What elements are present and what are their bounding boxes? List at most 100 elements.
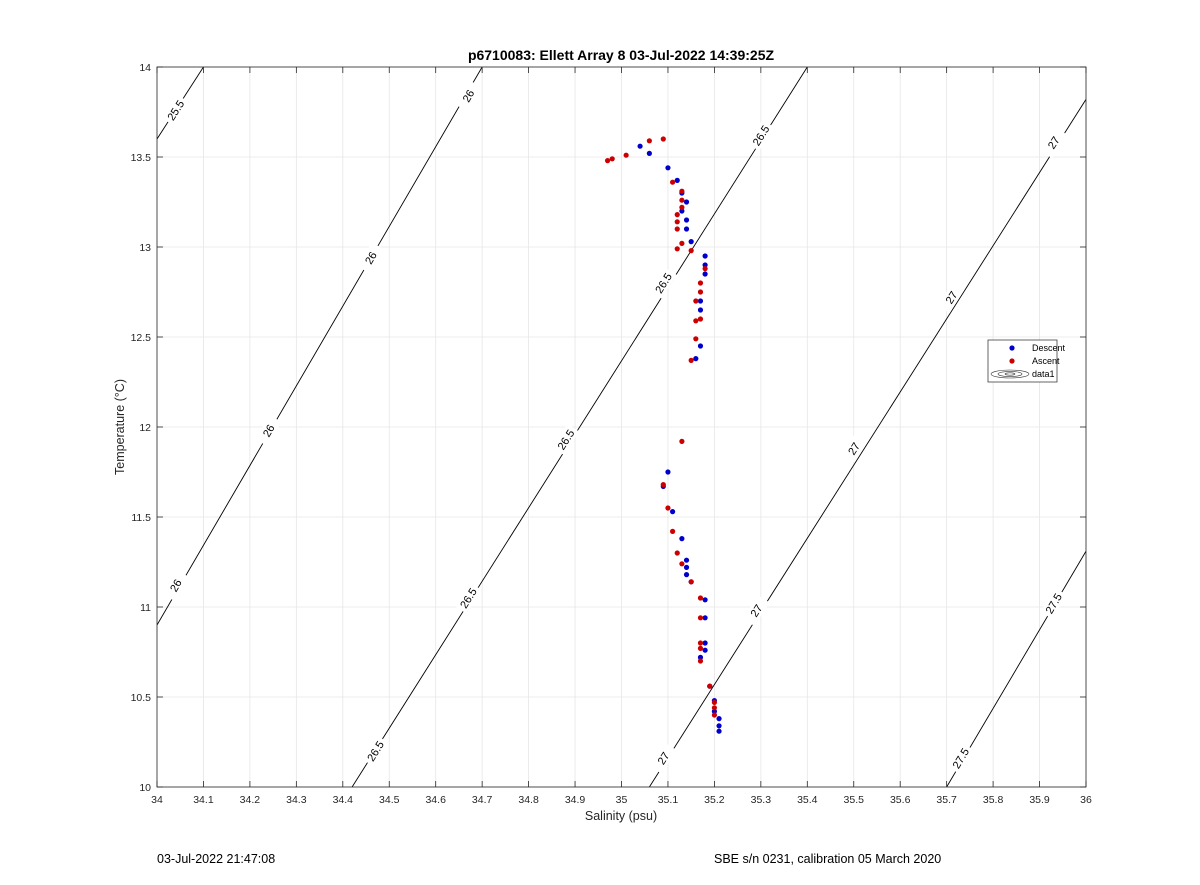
- x-tick-label: 34.3: [286, 794, 307, 806]
- axis-ticks: 34 34.1 34.2 34.3 34.4 34.5 34.6 34.7 34.8 34.9 35…: [131, 62, 1092, 806]
- legend-label-descent: Descent: [1032, 343, 1066, 353]
- contour-label: 26: [261, 423, 278, 440]
- descent-point: [693, 356, 699, 362]
- contour-label-bg: [552, 424, 580, 456]
- density-contour-labels: 25.52626262626.526.526.526.526.527272727…: [162, 80, 1067, 774]
- x-axis-label: Salinity (psu): [585, 809, 657, 823]
- descent-point: [702, 640, 708, 646]
- contour-label-bg: [454, 582, 482, 614]
- ascent-point: [679, 438, 685, 444]
- descent-point: [679, 208, 685, 214]
- descent-point: [669, 509, 676, 515]
- ascent-point: [623, 152, 629, 158]
- footer-timestamp: 03-Jul-2022 21:47:08: [157, 852, 276, 866]
- ascent-point: [697, 615, 704, 621]
- contour-label-bg: [255, 414, 282, 447]
- y-axis-label: Temperature (°C): [113, 379, 127, 475]
- x-tick-label: 35.2: [704, 794, 725, 806]
- legend-label-data1: data1: [1032, 369, 1055, 379]
- descent-point: [646, 150, 652, 156]
- ascent-point: [711, 699, 718, 706]
- contour-label: 27: [656, 750, 673, 767]
- descent-point: [697, 343, 704, 349]
- grid: [156, 66, 1087, 788]
- x-tick-label: 36: [1080, 794, 1092, 806]
- ascent-point: [660, 482, 666, 488]
- x-tick-label: 35: [616, 794, 628, 806]
- ascent-point: [609, 156, 615, 162]
- descent-point: [637, 143, 643, 149]
- ascent-point: [711, 705, 718, 711]
- ascent-point: [660, 136, 666, 142]
- ascent-point: [697, 289, 704, 295]
- y-tick-label: 10: [139, 782, 151, 794]
- descent-point: [702, 597, 708, 603]
- contour-label-bg: [649, 267, 677, 299]
- contour-label: 27: [944, 290, 961, 307]
- ascent-point: [693, 298, 699, 304]
- ascent-point: [693, 336, 699, 342]
- contour-label: 26: [363, 250, 380, 267]
- x-tick-label: 34.6: [425, 794, 446, 806]
- contour-label: 27: [846, 441, 863, 458]
- ascent-point: [679, 188, 685, 194]
- x-tick-label: 35.1: [658, 794, 679, 806]
- x-tick-label: 35.9: [1029, 794, 1050, 806]
- x-tick-label: 34.1: [193, 794, 214, 806]
- legend-label-ascent: Ascent: [1032, 356, 1060, 366]
- descent-point: [702, 647, 708, 653]
- contour-label-bg: [947, 742, 974, 774]
- contour-label: 27: [749, 603, 766, 620]
- descent-point: [683, 199, 690, 205]
- x-tick-label: 34.2: [240, 794, 261, 806]
- contour-label-bg: [742, 595, 770, 627]
- descent-point: [702, 615, 708, 621]
- legend-marker-ascent: [1009, 358, 1015, 364]
- y-tick-label: 14: [139, 62, 151, 74]
- contour-line: [648, 99, 1086, 787]
- descent-point: [674, 177, 680, 183]
- ascent-point: [679, 561, 685, 567]
- ascent-point: [679, 240, 685, 246]
- ascent-point: [697, 316, 704, 322]
- x-tick-label: 34.7: [472, 794, 493, 806]
- ascent-point: [674, 550, 680, 556]
- ascent-point: [674, 246, 680, 252]
- descent-point: [697, 298, 704, 304]
- data-points: [604, 136, 722, 734]
- contour-label-bg: [649, 742, 677, 774]
- descent-point: [702, 253, 708, 259]
- ascent-point: [702, 266, 708, 272]
- ascent-point: [697, 280, 704, 286]
- descent-point: [683, 572, 690, 578]
- ascent-point: [674, 226, 680, 232]
- contour-label-bg: [1040, 587, 1067, 620]
- x-tick-label: 34.9: [565, 794, 586, 806]
- legend-marker-descent: [1009, 345, 1015, 351]
- descent-point: [683, 226, 690, 232]
- x-tick-label: 35.6: [890, 794, 911, 806]
- x-tick-label: 35.4: [797, 794, 818, 806]
- descent-point: [665, 165, 671, 171]
- contour-line: [157, 67, 483, 626]
- y-tick-label: 11: [140, 602, 151, 614]
- contour-label-bg: [1040, 127, 1067, 159]
- descent-point: [697, 307, 704, 313]
- x-tick-label: 35.7: [936, 794, 957, 806]
- descent-point: [688, 239, 694, 245]
- descent-point: [711, 708, 718, 715]
- x-tick-label: 34.8: [518, 794, 539, 806]
- x-tick-label: 34.5: [379, 794, 400, 806]
- contour-label-bg: [357, 242, 384, 274]
- ascent-point: [697, 658, 704, 664]
- y-tick-label: 10.5: [131, 692, 152, 704]
- contour-label-bg: [361, 735, 389, 767]
- ascent-point: [688, 357, 694, 363]
- descent-point: [679, 536, 685, 542]
- contour-label: 26: [168, 578, 185, 595]
- y-tick-label: 13: [139, 242, 151, 254]
- ascent-point: [674, 212, 680, 218]
- ascent-point: [669, 528, 676, 535]
- footer-calibration: SBE s/n 0231, calibration 05 March 2020: [714, 852, 942, 866]
